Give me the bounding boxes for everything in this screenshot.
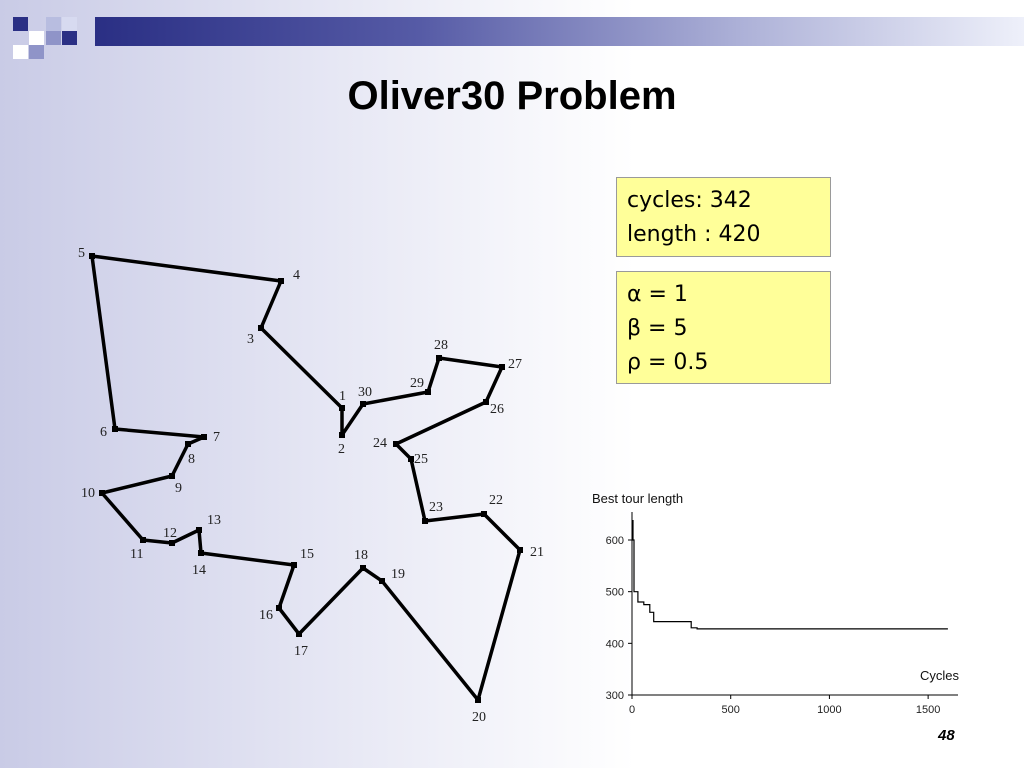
city-label: 24 xyxy=(373,436,387,451)
decor-square xyxy=(13,17,28,31)
x-tick-label: 500 xyxy=(722,704,740,716)
city-node xyxy=(99,490,105,496)
city-node xyxy=(140,537,146,543)
city-label: 1 xyxy=(339,389,346,404)
params-box: α = 1 β = 5 ρ = 0.5 xyxy=(616,271,831,384)
city-label: 7 xyxy=(213,430,220,445)
city-label: 8 xyxy=(188,452,195,467)
city-label: 19 xyxy=(391,567,405,582)
city-label: 2 xyxy=(338,442,345,457)
city-label: 16 xyxy=(259,608,273,623)
tour-length-chart: Best tour length Cycles 0 500 1000 1500 600 500… xyxy=(592,491,959,716)
rho-text: ρ = 0.5 xyxy=(627,350,709,375)
city-node xyxy=(278,278,284,284)
x-tick-label: 1500 xyxy=(916,704,940,716)
city-node xyxy=(360,401,366,407)
city-node xyxy=(112,426,118,432)
city-label: 13 xyxy=(207,513,221,528)
city-node xyxy=(475,697,481,703)
series-line xyxy=(632,539,948,630)
city-label: 21 xyxy=(530,545,544,560)
city-label: 15 xyxy=(300,547,314,562)
city-node xyxy=(483,399,489,405)
alpha-text: α = 1 xyxy=(627,282,688,307)
city-node xyxy=(89,253,95,259)
city-label: 10 xyxy=(81,486,95,501)
header-gradient-bar xyxy=(95,17,1024,46)
decor-square xyxy=(29,45,44,59)
decor-square xyxy=(46,17,61,31)
chart-title: Best tour length xyxy=(592,491,683,506)
stats-box: cycles: 342 length : 420 xyxy=(616,177,831,257)
city-node xyxy=(276,605,282,611)
decor-square xyxy=(13,45,28,59)
city-node xyxy=(169,540,175,546)
city-node xyxy=(425,389,431,395)
city-label: 11 xyxy=(130,547,143,562)
city-label: 5 xyxy=(78,246,85,261)
city-label: 28 xyxy=(434,338,448,353)
x-axis-label: Cycles xyxy=(920,668,960,683)
page-number: 48 xyxy=(938,727,955,744)
city-label: 22 xyxy=(489,493,503,508)
city-node xyxy=(499,364,505,370)
city-label: 27 xyxy=(508,357,522,372)
city-node xyxy=(198,550,204,556)
city-node xyxy=(393,441,399,447)
x-tick-label: 0 xyxy=(629,704,635,716)
city-label: 20 xyxy=(472,710,486,725)
city-label: 4 xyxy=(293,268,300,283)
y-tick-label: 400 xyxy=(606,638,624,650)
city-label: 25 xyxy=(414,452,428,467)
y-tick-label: 300 xyxy=(606,690,624,702)
city-label: 9 xyxy=(175,481,182,496)
city-node xyxy=(408,456,414,462)
city-node xyxy=(291,562,297,568)
city-node xyxy=(185,441,191,447)
city-label: 29 xyxy=(410,376,424,391)
beta-text: β = 5 xyxy=(627,316,688,341)
city-node xyxy=(481,511,487,517)
city-node xyxy=(379,578,385,584)
city-node xyxy=(258,325,264,331)
city-label: 3 xyxy=(247,332,254,347)
city-node xyxy=(196,527,202,533)
city-label: 26 xyxy=(490,402,504,417)
tour-path xyxy=(90,254,522,702)
city-label: 30 xyxy=(358,385,372,400)
city-node xyxy=(339,432,345,438)
slide-title: Oliver30 Problem xyxy=(347,74,677,118)
decor-square xyxy=(46,31,61,45)
city-label: 23 xyxy=(429,500,443,515)
x-tick-label: 1000 xyxy=(817,704,841,716)
city-node xyxy=(436,355,442,361)
decor-square xyxy=(29,31,44,45)
city-node xyxy=(169,473,175,479)
city-node xyxy=(517,547,523,553)
y-tick-label: 600 xyxy=(606,535,624,547)
decor-square xyxy=(62,31,77,45)
city-label: 12 xyxy=(163,526,177,541)
city-label: 14 xyxy=(192,563,206,578)
city-label: 6 xyxy=(100,425,107,440)
y-tick-label: 500 xyxy=(606,587,624,599)
city-label: 18 xyxy=(354,548,368,563)
decor-square xyxy=(62,17,77,31)
city-node xyxy=(360,565,366,571)
city-label: 17 xyxy=(294,644,308,659)
city-node xyxy=(339,405,345,411)
city-node xyxy=(201,434,207,440)
cycles-text: cycles: 342 xyxy=(627,188,752,213)
city-node xyxy=(422,518,428,524)
length-text: length : 420 xyxy=(627,222,761,247)
city-node xyxy=(296,631,302,637)
